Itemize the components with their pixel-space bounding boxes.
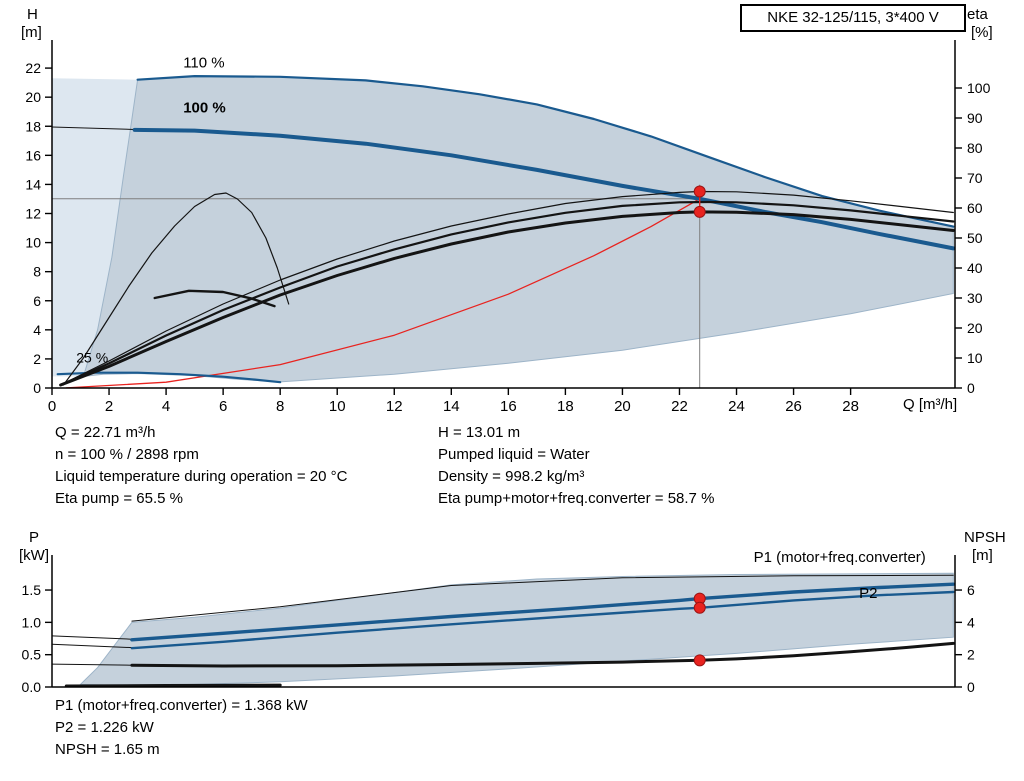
duty-flow-text: Q = 22.71 m³/h (55, 424, 156, 441)
right-tick-label: 30 (967, 290, 983, 306)
curve-100-percent (132, 127, 956, 251)
x-tick-label: 12 (386, 398, 403, 415)
x-tick-label: 8 (276, 398, 284, 415)
x-tick-label: 10 (329, 398, 346, 415)
left-tick-label: 6 (33, 293, 41, 309)
right-tick-label: 70 (967, 170, 983, 186)
eta-total-text: Eta pump+motor+freq.converter = 58.7 % (438, 490, 715, 507)
left-tick-label: 4 (33, 322, 41, 338)
p-axis-unit: [kW] (19, 547, 49, 564)
right-tick-label: 100 (967, 80, 991, 96)
curve-label: 100 % (183, 99, 226, 116)
right-tick-label: 4 (967, 614, 975, 630)
pumped-liquid-text: Pumped liquid = Water (438, 446, 590, 463)
eta-reduced-speed-arc (153, 289, 276, 308)
x-tick-label: 24 (728, 398, 745, 415)
duty-head-text: H = 13.01 m (438, 424, 521, 441)
x-tick-label: 22 (671, 398, 688, 415)
power-npsh-chart: 0.0 0.5 1.0 1.5 0 2 4 6 P1 (motor+freq.converter… (22, 549, 975, 695)
duty-point-marker (693, 205, 706, 218)
p1-value-text: P1 (motor+freq.converter) = 1.368 kW (55, 697, 308, 714)
left-tick-label: 2 (33, 351, 41, 367)
h-axis-title: H (27, 6, 38, 23)
curve-label: P2 (859, 585, 877, 602)
x-tick-label: 2 (105, 398, 113, 415)
x-tick-label: 14 (443, 398, 460, 415)
pump-model-title: NKE 32-125/115, 3*400 V (740, 4, 966, 32)
eta-pump-motor-curve (59, 200, 955, 387)
eta-axis-unit: [%] (971, 24, 993, 41)
p-axis-title: P (29, 529, 40, 546)
left-tick-label: 16 (25, 147, 41, 163)
right-tick-label: 0 (967, 679, 975, 695)
power-envelope (79, 572, 954, 687)
x-tick-label: 0 (48, 398, 56, 415)
duty-point-marker (693, 654, 706, 667)
eta-axis-title: eta (967, 6, 988, 23)
density-text: Density = 998.2 kg/m³ (438, 468, 585, 485)
right-tick-label: 80 (967, 140, 983, 156)
left-tick-label: 14 (25, 176, 41, 192)
left-tick-label: 1.0 (22, 614, 42, 630)
right-tick-label: 10 (967, 350, 983, 366)
p2-value-text: P2 = 1.226 kW (55, 719, 154, 736)
left-tick-label: 0.0 (22, 679, 42, 695)
npsh-reduced-speed-line (64, 683, 282, 688)
p1-low-q-extension (51, 635, 133, 640)
h-axis-unit: [m] (21, 24, 42, 41)
eta-pump-text: Eta pump = 65.5 % (55, 490, 183, 507)
npsh-curve (130, 641, 955, 668)
x-tick-label: 4 (162, 398, 170, 415)
right-tick-label: 0 (967, 380, 975, 396)
hq-eta-chart: 0246810121416182022010203040506070809010… (25, 40, 991, 415)
curve-100-low-q-extension (51, 126, 136, 130)
left-tick-label: 20 (25, 89, 41, 105)
right-tick-label: 90 (967, 110, 983, 126)
duty-point-marker (693, 185, 706, 198)
liquid-temp-text: Liquid temperature during operation = 20… (55, 468, 348, 485)
npsh-axis-unit: [m] (972, 547, 993, 564)
x-tick-label: 16 (500, 398, 517, 415)
right-tick-label: 60 (967, 200, 983, 216)
right-tick-label: 40 (967, 260, 983, 276)
left-tick-label: 22 (25, 60, 41, 76)
control-curve (65, 198, 701, 389)
left-tick-label: 1.5 (22, 582, 42, 598)
left-tick-label: 0.5 (22, 647, 42, 663)
duty-speed-text: n = 100 % / 2898 rpm (55, 446, 199, 463)
curve-label: P1 (motor+freq.converter) (754, 549, 926, 566)
right-tick-label: 6 (967, 582, 975, 598)
right-tick-label: 2 (967, 647, 975, 663)
eta-total-curve (59, 210, 955, 387)
npsh-low-q-extension (51, 663, 133, 666)
eta-reduced-speed-bell (62, 192, 290, 386)
npsh-value-text: NPSH = 1.65 m (55, 741, 160, 758)
npsh-axis-title: NPSH (964, 529, 1006, 546)
right-tick-label: 20 (967, 320, 983, 336)
p2-curve (130, 590, 955, 650)
low-flow-region (52, 78, 138, 377)
left-tick-label: 8 (33, 264, 41, 280)
q-axis-title: Q [m³/h] (903, 396, 958, 413)
x-tick-label: 18 (557, 398, 574, 415)
p2-low-q-extension (51, 643, 133, 649)
left-tick-label: 12 (25, 206, 41, 222)
x-tick-label: 28 (842, 398, 859, 415)
left-tick-label: 0 (33, 380, 41, 396)
x-tick-label: 20 (614, 398, 631, 415)
curve-label: 110 % (183, 54, 224, 71)
eta-pump-curve (59, 190, 954, 386)
curve-110-percent (136, 74, 955, 228)
left-tick-label: 18 (25, 118, 41, 134)
p1-max-speed-line (131, 574, 954, 622)
curve-label: 25 % (76, 350, 108, 366)
right-tick-label: 50 (967, 230, 983, 246)
duty-point-marker (693, 601, 706, 614)
x-tick-label: 6 (219, 398, 227, 415)
p1-curve (130, 582, 955, 642)
x-tick-label: 26 (785, 398, 802, 415)
left-tick-label: 10 (25, 235, 41, 251)
